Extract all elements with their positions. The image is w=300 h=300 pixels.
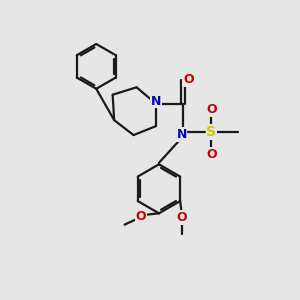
Text: O: O [206, 148, 217, 161]
Text: O: O [183, 73, 194, 86]
Text: O: O [176, 211, 187, 224]
Text: N: N [151, 95, 161, 108]
Text: N: N [176, 128, 187, 141]
Text: S: S [206, 125, 216, 139]
Text: O: O [206, 103, 217, 116]
Text: O: O [136, 210, 146, 223]
